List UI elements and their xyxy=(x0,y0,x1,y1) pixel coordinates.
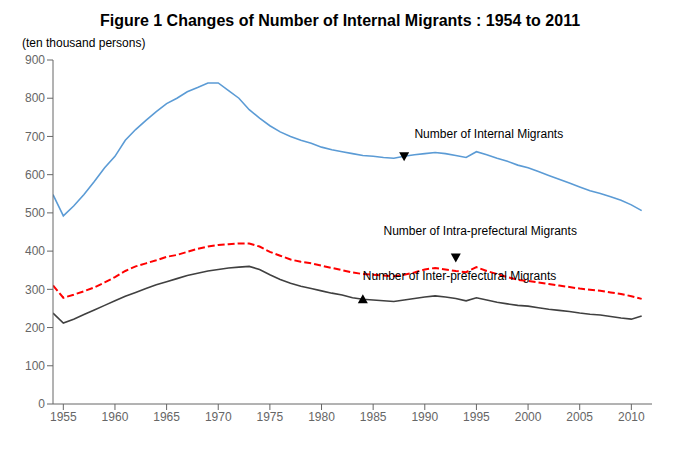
svg-text:2000: 2000 xyxy=(515,410,542,424)
svg-text:700: 700 xyxy=(25,130,45,144)
svg-text:Number of Intra-prefectural Mi: Number of Intra-prefectural Migrants xyxy=(383,224,576,238)
svg-text:100: 100 xyxy=(25,359,45,373)
svg-text:300: 300 xyxy=(25,283,45,297)
svg-text:1970: 1970 xyxy=(205,410,232,424)
svg-text:1965: 1965 xyxy=(153,410,180,424)
svg-text:Number of Internal Migrants: Number of Internal Migrants xyxy=(414,127,563,141)
svg-text:400: 400 xyxy=(25,244,45,258)
svg-text:500: 500 xyxy=(25,206,45,220)
svg-text:1980: 1980 xyxy=(308,410,335,424)
svg-text:200: 200 xyxy=(25,321,45,335)
html-text:Figure 1 Changes of Number of: Figure 1 Changes of Number of Internal M… xyxy=(99,12,580,29)
svg-text:2005: 2005 xyxy=(566,410,593,424)
svg-text:600: 600 xyxy=(25,168,45,182)
html-text:(ten thousand persons): (ten thousand persons) xyxy=(22,36,146,50)
svg-text:1975: 1975 xyxy=(257,410,284,424)
svg-text:1995: 1995 xyxy=(463,410,490,424)
svg-text:1955: 1955 xyxy=(50,410,77,424)
svg-text:0: 0 xyxy=(38,397,45,411)
svg-text:1990: 1990 xyxy=(411,410,438,424)
svg-text:2010: 2010 xyxy=(618,410,645,424)
svg-text:800: 800 xyxy=(25,91,45,105)
svg-text:1960: 1960 xyxy=(102,410,129,424)
svg-text:1985: 1985 xyxy=(360,410,387,424)
svg-text:900: 900 xyxy=(25,53,45,67)
svg-text:Number of Inter-prefectural Mi: Number of Inter-prefectural Migrants xyxy=(363,269,556,283)
